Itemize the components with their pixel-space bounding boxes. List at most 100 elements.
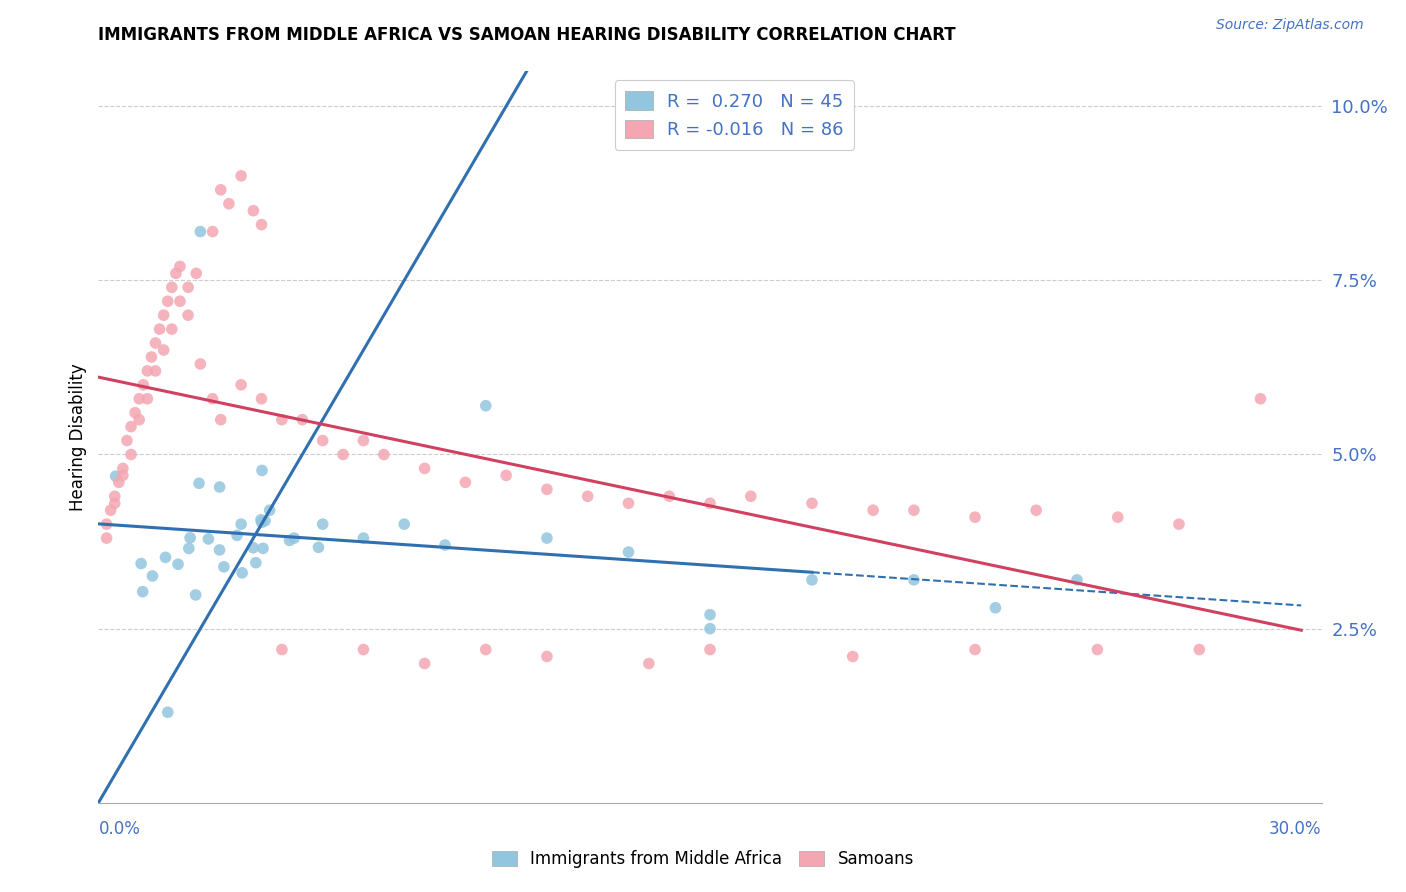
Point [352, 642, 374, 657]
Point [128, 412, 150, 426]
Point [1249, 392, 1271, 406]
Point [332, 448, 354, 462]
Point [201, 392, 224, 406]
Point [352, 434, 374, 448]
Point [841, 649, 863, 664]
Point [454, 475, 477, 490]
Point [495, 468, 517, 483]
Point [115, 434, 138, 448]
Point [197, 532, 219, 546]
Point [242, 541, 264, 555]
Point [312, 434, 335, 448]
Point [104, 469, 127, 483]
Text: 0.0%: 0.0% [98, 820, 141, 838]
Point [965, 510, 987, 524]
Point [352, 531, 374, 545]
Point [226, 528, 249, 542]
Point [120, 419, 142, 434]
Point [124, 406, 146, 420]
Point [131, 584, 153, 599]
Point [188, 225, 212, 239]
Point [903, 573, 925, 587]
Point [145, 364, 167, 378]
Point [188, 476, 211, 491]
Point [250, 513, 273, 527]
Point [231, 377, 253, 392]
Point [474, 642, 498, 657]
Point [250, 392, 273, 406]
Point [209, 412, 232, 426]
Point [96, 517, 118, 532]
Point [141, 569, 163, 583]
Point [965, 642, 987, 657]
Point [259, 503, 281, 517]
Point [1188, 642, 1211, 657]
Point [160, 280, 183, 294]
Point [128, 392, 150, 406]
Point [474, 399, 498, 413]
Y-axis label: Hearing Disability: Hearing Disability [69, 363, 87, 511]
Point [1167, 517, 1189, 532]
Point [801, 496, 824, 510]
Point [801, 573, 824, 587]
Point [111, 461, 134, 475]
Point [208, 543, 231, 558]
Point [740, 489, 762, 503]
Point [434, 538, 457, 552]
Text: IMMIGRANTS FROM MIDDLE AFRICA VS SAMOAN HEARING DISABILITY CORRELATION CHART: IMMIGRANTS FROM MIDDLE AFRICA VS SAMOAN … [98, 26, 956, 44]
Point [231, 566, 253, 580]
Point [903, 503, 925, 517]
Point [167, 558, 190, 572]
Point [291, 412, 314, 426]
Point [209, 183, 232, 197]
Legend: R =  0.270   N = 45, R = -0.016   N = 86: R = 0.270 N = 45, R = -0.016 N = 86 [614, 80, 855, 150]
Point [1066, 573, 1088, 587]
Point [536, 531, 558, 545]
Point [145, 336, 167, 351]
Point [984, 600, 1007, 615]
Point [1085, 642, 1108, 657]
Point [373, 448, 395, 462]
Point [252, 541, 274, 556]
Point [699, 607, 721, 622]
Point [658, 489, 681, 503]
Point [165, 266, 187, 280]
Point [413, 461, 436, 475]
Point [104, 496, 127, 510]
Point [536, 483, 558, 497]
Point [129, 557, 152, 571]
Point [184, 588, 207, 602]
Point [1025, 503, 1047, 517]
Point [218, 196, 240, 211]
Point [536, 649, 558, 664]
Point [136, 392, 159, 406]
Point [250, 463, 273, 477]
Point [278, 533, 301, 548]
Point [576, 489, 599, 503]
Point [699, 622, 721, 636]
Legend: Immigrants from Middle Africa, Samoans: Immigrants from Middle Africa, Samoans [485, 844, 921, 875]
Point [177, 308, 200, 322]
Point [250, 218, 273, 232]
Point [152, 343, 174, 357]
Point [108, 475, 131, 490]
Point [132, 377, 155, 392]
Point [177, 280, 200, 294]
Point [1107, 510, 1129, 524]
Point [160, 322, 183, 336]
Point [312, 517, 335, 532]
Point [699, 642, 721, 657]
Point [188, 357, 212, 371]
Text: Source: ZipAtlas.com: Source: ZipAtlas.com [1216, 18, 1364, 31]
Point [617, 545, 640, 559]
Point [250, 516, 273, 530]
Point [617, 496, 640, 510]
Point [637, 657, 661, 671]
Point [283, 531, 305, 545]
Point [201, 225, 224, 239]
Point [141, 350, 163, 364]
Point [149, 322, 172, 336]
Point [155, 550, 177, 565]
Point [270, 642, 294, 657]
Point [212, 559, 235, 574]
